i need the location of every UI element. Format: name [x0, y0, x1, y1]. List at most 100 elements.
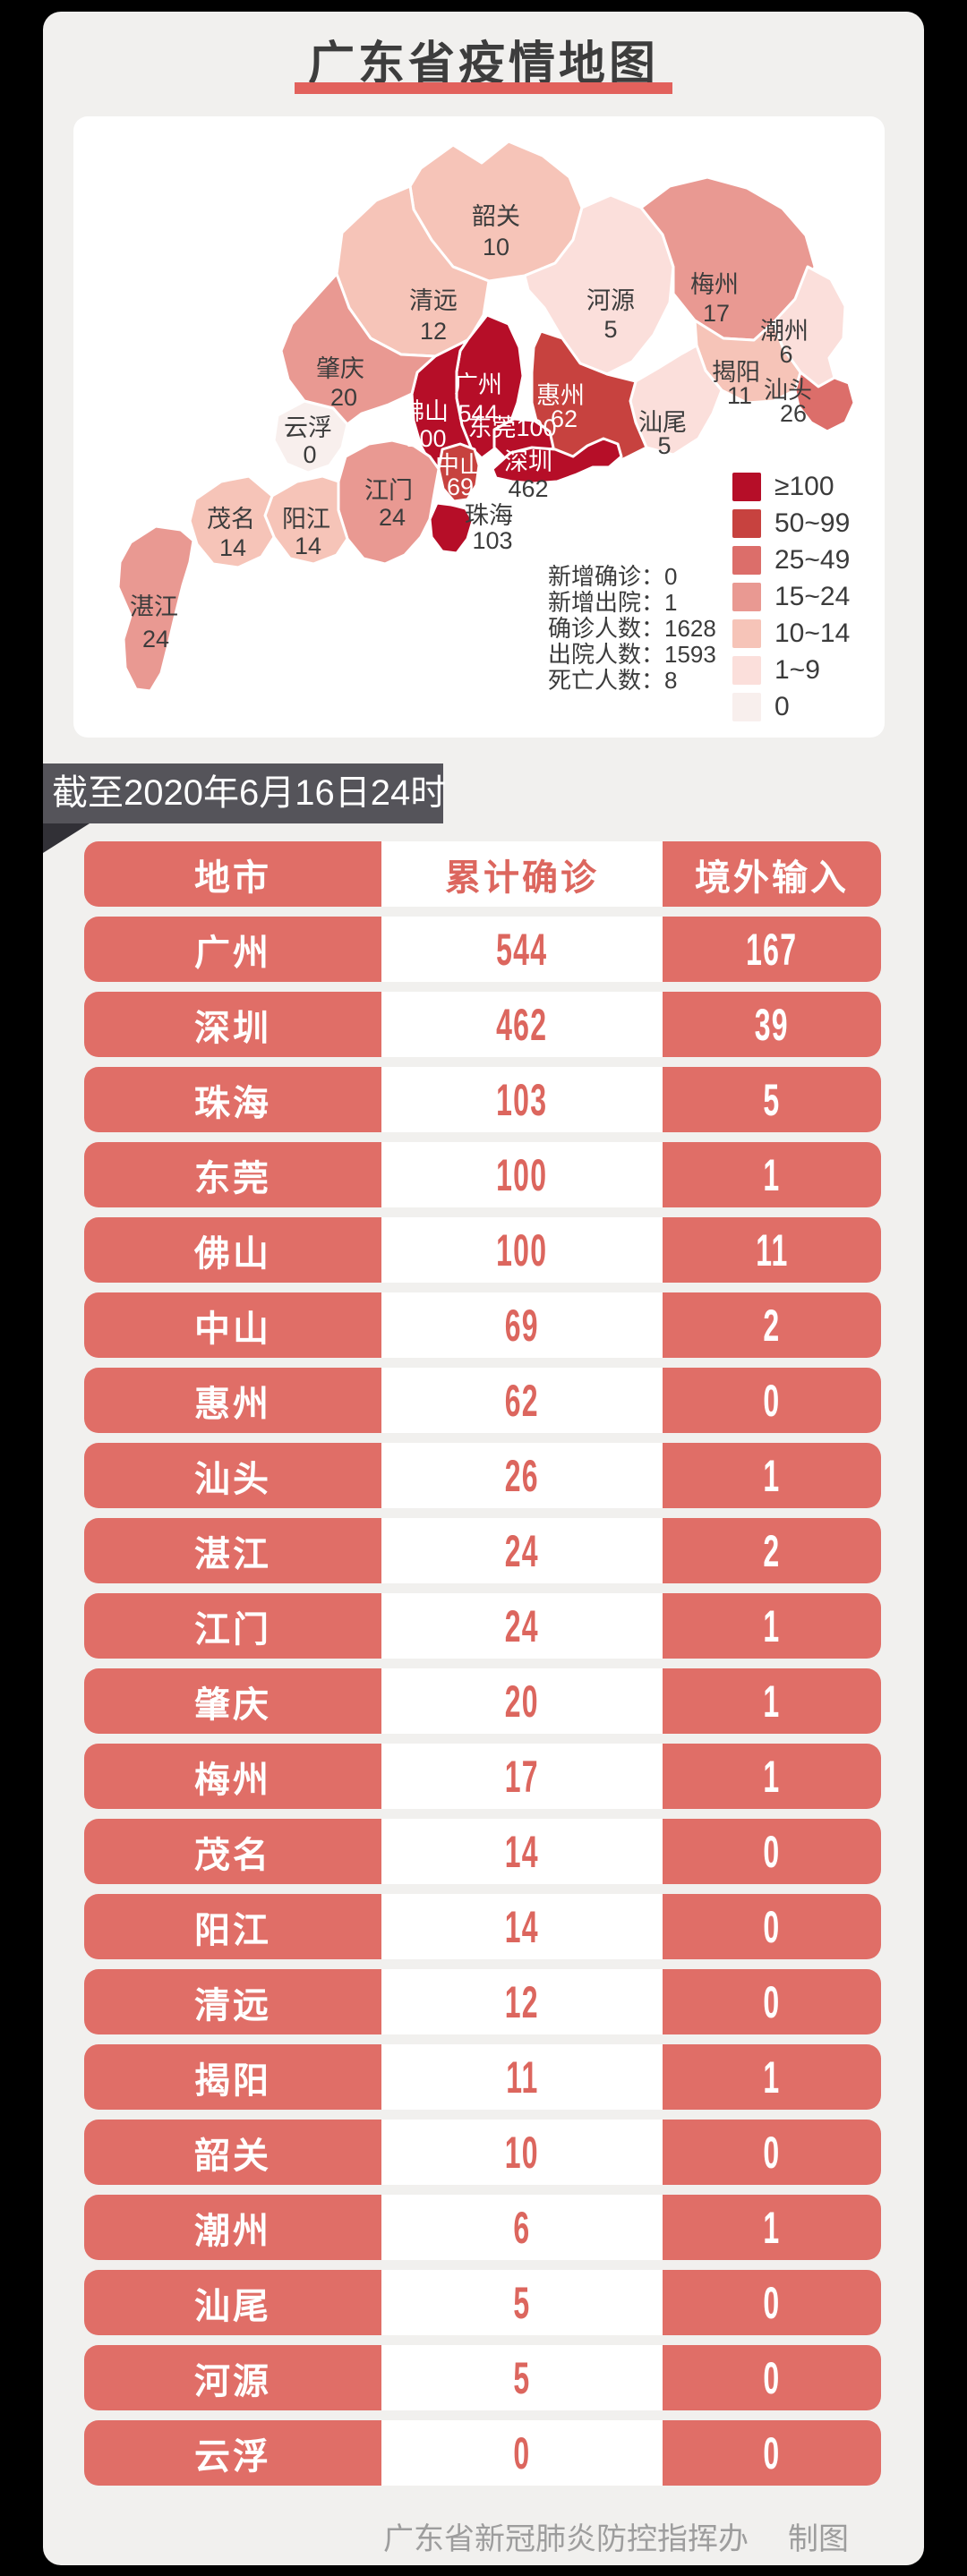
cell-confirmed-value: 62	[504, 1375, 540, 1426]
map-label-foshan: 100	[406, 425, 446, 452]
map-label-chaozhou: 6	[779, 341, 792, 368]
cell-confirmed: 11	[381, 2044, 663, 2110]
region-shenzhen	[491, 437, 623, 485]
table-row: 东莞 100 1	[84, 1142, 881, 1207]
region-zhuhai	[428, 501, 475, 555]
region-heyuan	[523, 193, 675, 376]
footer-credit-text: 广东省新冠肺炎防控指挥办	[383, 2522, 749, 2556]
table-row: 清远 12 0	[84, 1969, 881, 2034]
map-label-qingyuan: 12	[420, 318, 447, 345]
header-imported: 境外输入	[663, 841, 881, 907]
map-label-huizhou: 惠州	[536, 382, 585, 409]
stat-line: 确诊人数：1628	[548, 615, 716, 642]
cell-confirmed-value: 10	[504, 2127, 540, 2178]
table-row: 深圳 462 39	[84, 992, 881, 1057]
cell-confirmed: 5	[381, 2345, 663, 2410]
map-label-shenzhen: 462	[508, 475, 548, 502]
legend-item: 50~99	[732, 508, 850, 538]
cell-imported-value: 1	[763, 1600, 781, 1651]
cell-city-value: 中山	[194, 1309, 271, 1349]
map-label-zhanjiang: 24	[142, 626, 169, 653]
cell-confirmed: 24	[381, 1518, 663, 1583]
cell-city: 江门	[84, 1593, 381, 1659]
cell-imported: 0	[663, 2120, 881, 2185]
legend-item: 25~49	[732, 545, 851, 575]
cell-imported: 0	[663, 1819, 881, 1884]
cell-city-value: 梅州	[194, 1760, 271, 1800]
cell-confirmed: 462	[381, 992, 663, 1057]
legend-item: 1~9	[732, 655, 850, 685]
cell-imported-value: 0	[763, 1375, 781, 1426]
footer-maker-text: 制图	[788, 2522, 849, 2556]
table-row: 阳江 14 0	[84, 1894, 881, 1959]
header-city: 地市	[84, 841, 381, 907]
cell-city: 韶关	[84, 2120, 381, 2185]
region-zhaoqing	[279, 272, 437, 426]
title-underline	[295, 82, 672, 94]
cell-imported-value: 1	[763, 1149, 781, 1200]
cell-city-value: 湛江	[194, 1534, 271, 1574]
footer-credit: 广东省新冠肺炎防控指挥办 制图	[84, 2514, 881, 2558]
map-label-meizhou: 梅州	[690, 271, 739, 298]
map-legend: ≥100 50~99 25~49 15~24 10~14 1~9 0	[732, 472, 851, 729]
map-label-heyuan: 河源	[586, 287, 635, 314]
cell-imported: 2	[663, 1292, 881, 1358]
cell-city: 东莞	[84, 1142, 381, 1207]
legend-label: 25~49	[774, 545, 851, 575]
cell-imported: 0	[663, 2345, 881, 2410]
poster-canvas: 广东省疫情地图 韶关 10 清远 12 河源 5 梅州 17 潮州 6 揭阳 11 汕头 26 汕尾 5 惠州 6…	[43, 12, 924, 2565]
table-row: 汕头 26 1	[84, 1443, 881, 1508]
table-row: 揭阳 11 1	[84, 2044, 881, 2110]
map-label-guangzhou: 544	[458, 400, 498, 427]
legend-item: 10~14	[732, 618, 850, 648]
table-row: 广州 544 167	[84, 917, 881, 982]
legend-swatch	[732, 583, 761, 611]
cell-city-value: 东莞	[194, 1158, 271, 1198]
cell-imported-value: 1	[763, 1450, 781, 1501]
map-label-zhanjiang: 湛江	[130, 593, 178, 620]
city-table-body: 广州 544 167 深圳 462 39 珠海 103 5 东莞 100 1 佛山 100 11 中山 69 2 惠…	[84, 917, 881, 2486]
cell-imported-value: 0	[763, 2427, 781, 2478]
cell-city: 阳江	[84, 1894, 381, 1959]
map-label-yunfu: 云浮	[284, 414, 332, 441]
cell-city-value: 茂名	[194, 1835, 271, 1875]
stat-line: 新增确诊：0	[548, 563, 678, 590]
cell-confirmed-value: 462	[496, 999, 548, 1050]
legend-swatch	[732, 693, 761, 721]
cell-city: 揭阳	[84, 2044, 381, 2110]
region-shantou	[793, 371, 856, 433]
map-label-chaozhou: 潮州	[760, 318, 809, 345]
map-label-maoming: 14	[219, 534, 246, 561]
cell-city: 湛江	[84, 1518, 381, 1583]
date-ribbon-label: 截至2020年6月16日24时	[52, 773, 447, 813]
cell-confirmed: 100	[381, 1142, 663, 1207]
map-label-zhongshan: 69	[447, 473, 474, 500]
cell-imported: 1	[663, 1744, 881, 1809]
stat-line: 出院人数：1593	[548, 641, 716, 668]
header-confirmed-label: 累计确诊	[445, 857, 599, 898]
cell-city: 梅州	[84, 1744, 381, 1809]
table-row: 梅州 17 1	[84, 1744, 881, 1809]
cell-city-value: 江门	[194, 1609, 271, 1650]
cell-imported-value: 1	[763, 2202, 781, 2253]
header-city-label: 地市	[194, 857, 271, 898]
cell-confirmed-value: 24	[504, 1525, 540, 1576]
map-card: 韶关 10 清远 12 河源 5 梅州 17 潮州 6 揭阳 11 汕头 26 汕尾 5 惠州 62 广州 544 佛山…	[73, 116, 885, 738]
cell-imported: 39	[663, 992, 881, 1057]
cell-confirmed-value: 0	[513, 2427, 531, 2478]
cell-imported: 1	[663, 1443, 881, 1508]
cell-imported-value: 1	[763, 1676, 781, 1727]
map-label-jiangmen: 江门	[364, 477, 413, 504]
map-label-dongguan: 东莞100	[467, 414, 556, 441]
map-label-yangjiang: 阳江	[282, 506, 330, 533]
cell-imported: 1	[663, 2044, 881, 2110]
cell-city-value: 阳江	[194, 1910, 271, 1950]
map-label-heyuan: 5	[603, 316, 617, 343]
cell-confirmed-value: 5	[513, 2352, 531, 2403]
cell-imported: 0	[663, 1969, 881, 2034]
table-row: 中山 69 2	[84, 1292, 881, 1358]
table-row: 云浮 0 0	[84, 2420, 881, 2486]
cell-confirmed-value: 20	[504, 1676, 540, 1727]
legend-label: 1~9	[774, 655, 820, 685]
cell-imported: 0	[663, 1368, 881, 1433]
